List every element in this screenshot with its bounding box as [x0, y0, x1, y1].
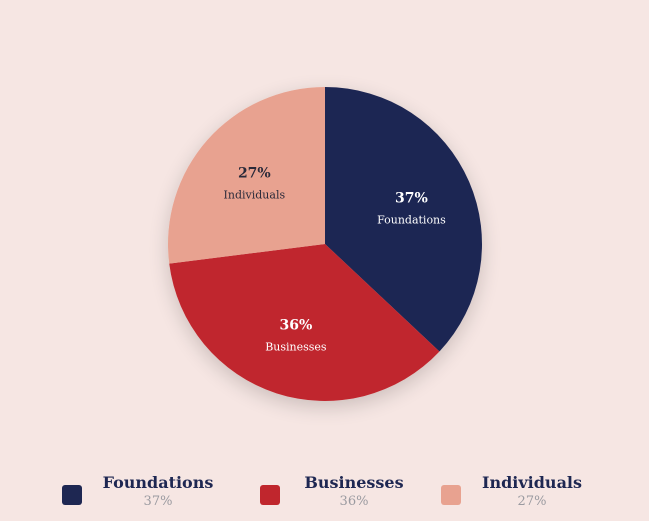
pie-slice-foundations[interactable] [325, 87, 483, 352]
legend-item-businesses[interactable]: Businesses 36% [260, 468, 420, 518]
legend-swatch-individuals [441, 485, 461, 505]
slice-percent-foundations: 37% [395, 191, 428, 207]
slice-percent-individuals: 27% [238, 166, 271, 182]
pie-slices [168, 87, 483, 401]
legend-item-individuals[interactable]: Individuals 27% [441, 468, 601, 518]
legend-label-individuals: Individuals [481, 473, 583, 492]
legend-swatch-businesses [260, 485, 280, 505]
legend-label-foundations: Foundations [102, 473, 214, 492]
pie-slice-businesses[interactable] [169, 244, 440, 401]
slice-name-foundations: Foundations [377, 214, 446, 227]
legend-value-businesses: 36% [339, 494, 369, 509]
pie-labels: 37% Foundations 36% Businesses 27% Individual… [224, 166, 447, 354]
pie-chart: 37% Foundations 36% Businesses 27% Individual… [168, 87, 483, 401]
legend-value-foundations: 37% [143, 494, 173, 509]
legend-label-businesses: Businesses [304, 473, 404, 492]
slice-percent-businesses: 36% [279, 318, 312, 334]
slice-name-individuals: Individuals [224, 189, 286, 202]
legend-item-foundations[interactable]: Foundations 37% [62, 468, 222, 518]
legend-value-individuals: 27% [517, 494, 547, 509]
legend: Foundations 37% Businesses 36% Individua… [0, 468, 649, 518]
pie-slice-individuals[interactable] [168, 87, 325, 264]
pie-chart-area: 37% Foundations 36% Businesses 27% Individual… [168, 87, 483, 401]
legend-swatch-foundations [62, 485, 82, 505]
slice-name-businesses: Businesses [265, 341, 327, 354]
